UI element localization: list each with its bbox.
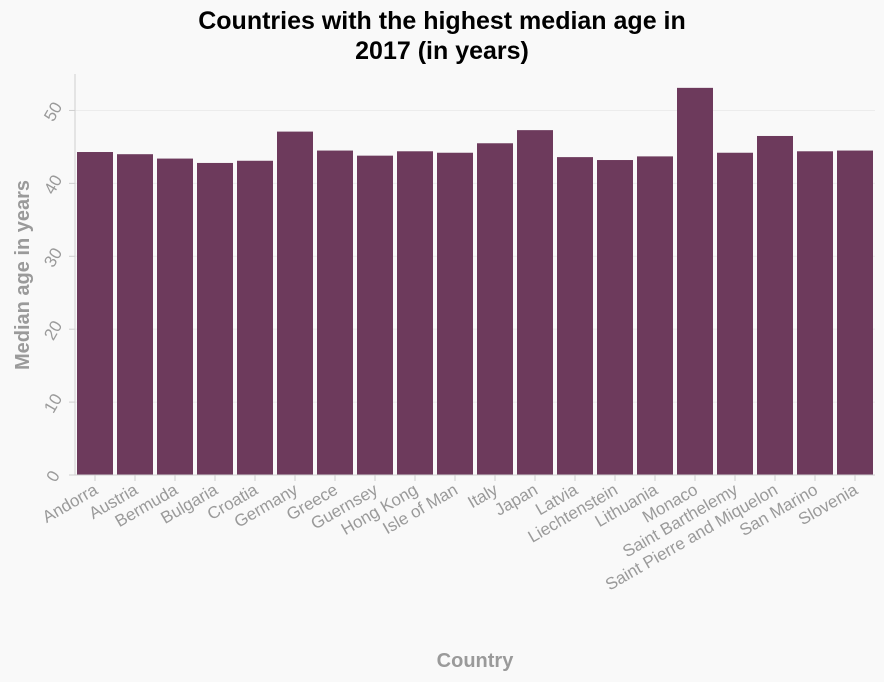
bar [317,150,353,475]
plot-area [75,74,875,475]
bars [77,87,873,476]
chart-title-line-2: 2017 (in years) [355,37,529,65]
x-ticks: AndorraAustriaBermudaBulgariaCroatiaGerm… [39,475,861,594]
bar [197,162,233,475]
x-axis-label: Country [437,650,515,672]
y-tick-label: 10 [40,390,66,416]
chart-title-line-1: Countries with the highest median age in [198,7,686,35]
bar [397,151,433,475]
y-tick-label: 50 [40,99,66,125]
bar [437,152,473,475]
bar [637,156,673,475]
bar [597,160,633,476]
y-tick-label: 40 [40,172,66,198]
bar [797,151,833,475]
chart-title: Countries with the highest median age in… [0,6,884,66]
bar [117,154,153,475]
x-tick-label: Japan [491,480,541,520]
bar [237,160,273,475]
y-axis-label: Median age in years [12,180,34,370]
y-tick-label: 0 [43,467,64,485]
bar [717,152,753,475]
y-tick-label: 20 [40,317,66,343]
bar [677,87,713,476]
bar [77,152,113,475]
bar [837,150,873,475]
bar [517,130,553,475]
bar [277,131,313,475]
bar [757,135,793,476]
bar [477,143,513,475]
y-ticks: 0 10 20 30 40 50 [40,99,75,485]
y-tick-label: 30 [40,245,66,271]
bar [157,158,193,476]
bar [557,157,593,475]
bar [357,155,393,475]
